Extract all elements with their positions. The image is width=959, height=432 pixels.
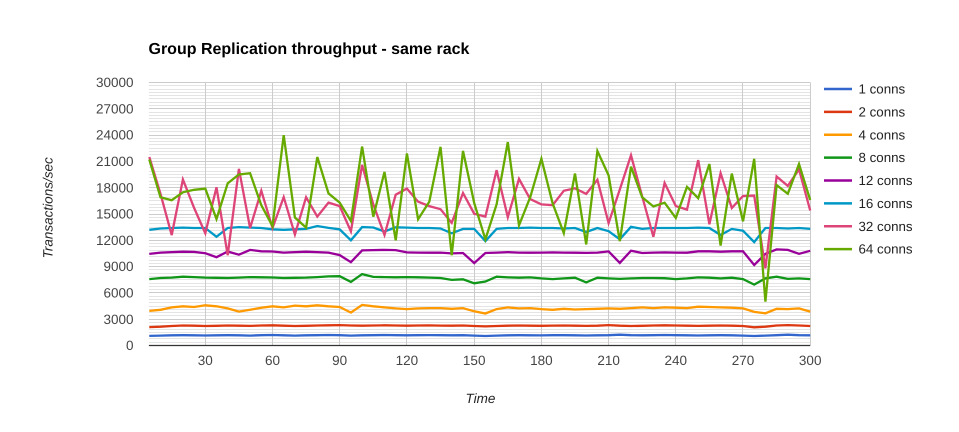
- svg-text:15000: 15000: [96, 207, 134, 222]
- svg-text:12 conns: 12 conns: [859, 173, 913, 188]
- svg-text:Time: Time: [466, 391, 496, 406]
- svg-text:180: 180: [530, 353, 553, 368]
- svg-text:30000: 30000: [96, 75, 134, 90]
- svg-text:120: 120: [396, 353, 419, 368]
- svg-text:16 conns: 16 conns: [859, 196, 913, 211]
- svg-text:90: 90: [332, 353, 347, 368]
- svg-text:4 conns: 4 conns: [859, 127, 906, 142]
- svg-text:150: 150: [463, 353, 486, 368]
- svg-text:210: 210: [597, 353, 620, 368]
- svg-text:6000: 6000: [103, 286, 133, 301]
- svg-text:3000: 3000: [103, 312, 133, 327]
- svg-text:21000: 21000: [96, 154, 134, 169]
- svg-text:32 conns: 32 conns: [859, 219, 913, 234]
- svg-text:8 conns: 8 conns: [859, 150, 906, 165]
- svg-text:27000: 27000: [96, 101, 134, 116]
- svg-text:240: 240: [665, 353, 688, 368]
- svg-text:300: 300: [799, 353, 822, 368]
- svg-text:60: 60: [265, 353, 280, 368]
- svg-text:2 conns: 2 conns: [859, 105, 906, 120]
- svg-text:0: 0: [126, 338, 134, 353]
- svg-text:30: 30: [198, 353, 213, 368]
- svg-text:Transactions/sec: Transactions/sec: [41, 157, 56, 258]
- svg-text:Group Replication throughput -: Group Replication throughput - same rack: [149, 41, 470, 58]
- svg-text:64 conns: 64 conns: [859, 242, 913, 257]
- svg-text:12000: 12000: [96, 233, 134, 248]
- svg-text:270: 270: [732, 353, 755, 368]
- svg-text:24000: 24000: [96, 128, 134, 143]
- svg-text:18000: 18000: [96, 180, 134, 195]
- svg-text:9000: 9000: [103, 259, 133, 274]
- svg-text:1 conns: 1 conns: [859, 82, 906, 97]
